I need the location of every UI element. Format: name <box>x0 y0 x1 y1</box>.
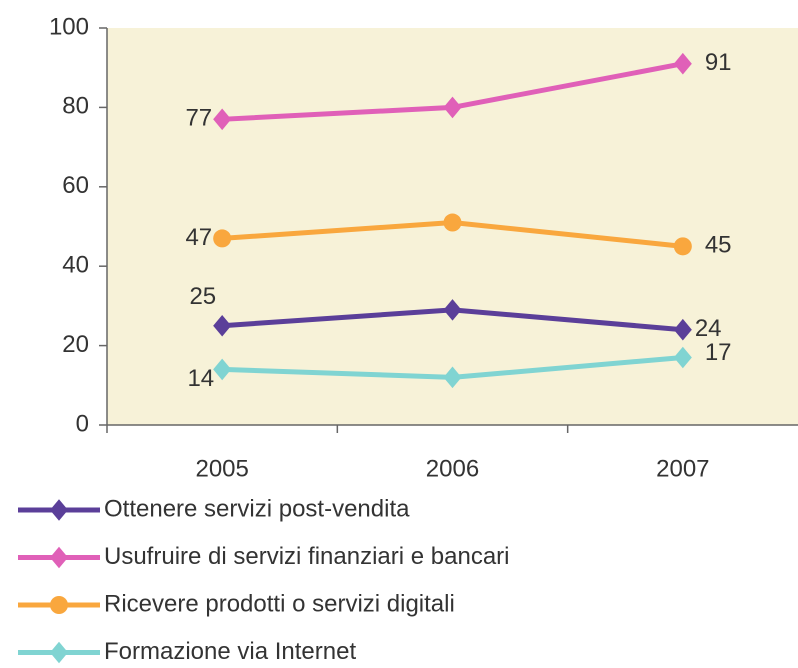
legend-marker <box>50 546 68 569</box>
point <box>673 52 692 75</box>
point <box>443 96 462 119</box>
point <box>443 299 462 321</box>
legend-label: Ricevere prodotti o servizi digitali <box>104 590 455 617</box>
data-label: 47 <box>185 224 212 251</box>
point <box>213 314 232 337</box>
legend-label: Usufruire di servizi finanziari e bancar… <box>104 543 510 570</box>
y-tick-label: 40 <box>62 252 89 279</box>
legend-label: Formazione via Internet <box>104 638 356 665</box>
legend-marker <box>50 499 68 521</box>
point <box>213 229 232 248</box>
x-tick-label: 2006 <box>426 455 479 482</box>
data-label: 24 <box>695 315 722 342</box>
data-label: 17 <box>705 339 732 366</box>
x-tick-label: 2007 <box>656 455 709 482</box>
y-tick-label: 80 <box>62 93 89 120</box>
point <box>213 358 232 381</box>
legend-label: Ottenere servizi post-vendita <box>104 495 410 522</box>
data-label: 91 <box>705 49 732 76</box>
data-label: 45 <box>705 232 732 259</box>
y-tick-label: 0 <box>76 410 89 437</box>
y-tick-label: 100 <box>49 13 89 40</box>
y-tick-label: 60 <box>62 172 89 199</box>
y-tick-label: 20 <box>62 331 89 358</box>
x-tick-label: 2005 <box>195 455 248 482</box>
point <box>673 318 692 341</box>
point <box>673 346 692 369</box>
point <box>443 213 462 232</box>
point <box>673 237 692 256</box>
legend-marker <box>50 596 68 614</box>
data-label: 14 <box>187 365 214 392</box>
legend-marker <box>50 641 68 664</box>
point <box>443 366 462 389</box>
data-label: 77 <box>185 105 212 132</box>
data-label: 25 <box>189 283 216 310</box>
point <box>213 108 232 131</box>
